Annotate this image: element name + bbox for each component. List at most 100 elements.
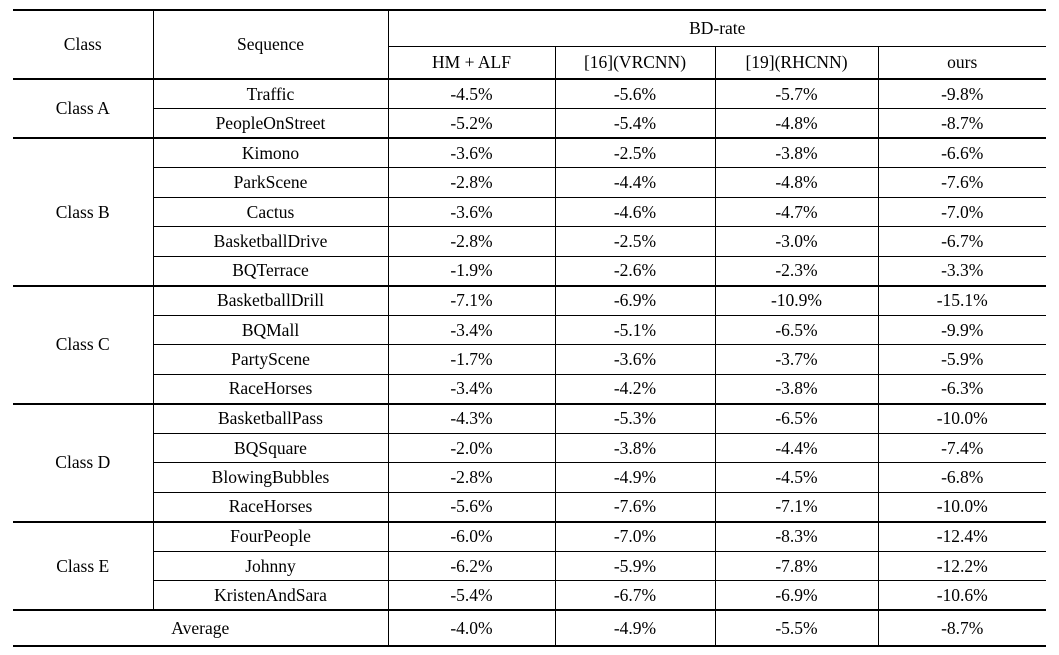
value-cell: -4.5% — [387, 78, 555, 109]
average-label: Average — [13, 609, 388, 647]
value-cell: -6.6% — [877, 137, 1046, 168]
value-cell: -7.1% — [387, 284, 555, 315]
value-cell: -3.6% — [387, 137, 555, 168]
table-row: RaceHorses -5.6% -7.6% -7.1% -10.0% — [13, 491, 1046, 522]
value-cell: -4.8% — [714, 167, 878, 197]
sequence-cell: FourPeople — [152, 520, 388, 551]
table-row: Class C BasketballDrill -7.1% -6.9% -10.… — [13, 284, 1046, 404]
value-cell: -7.0% — [877, 196, 1046, 227]
class-cell: Class A — [13, 78, 153, 138]
header-row-methods: HM + ALF [16](VRCNN) [19](RHCNN) ours — [13, 46, 1046, 80]
value-cell: -8.7% — [877, 108, 1046, 138]
average-value-cell: -8.7% — [877, 609, 1046, 647]
value-cell: -7.6% — [877, 167, 1046, 197]
value-cell: -4.4% — [554, 167, 715, 197]
value-cell: -5.2% — [387, 108, 555, 138]
table-row: Cactus -3.6% -4.6% -4.7% -7.0% — [13, 196, 1046, 227]
value-cell: -5.6% — [554, 78, 715, 109]
value-cell: -2.8% — [387, 167, 555, 197]
value-cell: -6.8% — [877, 462, 1046, 492]
value-cell: -12.4% — [877, 520, 1046, 551]
value-cell: -12.2% — [877, 550, 1046, 581]
table-row: KristenAndSara -5.4% -6.7% -6.9% -10.6% — [13, 580, 1046, 610]
value-cell: -4.4% — [714, 432, 878, 463]
sequence-cell: ParkScene — [152, 167, 388, 197]
sequence-cell: KristenAndSara — [152, 580, 388, 610]
value-cell: -6.3% — [877, 373, 1046, 404]
table-row: Class E FourPeople -6.0% -7.0% -8.3% -12… — [13, 520, 1046, 610]
sequence-cell: RaceHorses — [152, 491, 388, 522]
value-cell: -7.8% — [714, 550, 878, 581]
sequence-cell: BasketballDrive — [152, 226, 388, 256]
value-cell: -2.5% — [554, 137, 715, 168]
value-cell: -6.0% — [387, 520, 555, 551]
value-cell: -2.3% — [714, 255, 878, 286]
value-cell: -2.6% — [554, 255, 715, 286]
value-cell: -3.7% — [714, 344, 878, 374]
value-cell: -6.2% — [387, 550, 555, 581]
table-row: Class A Traffic -4.5% -5.6% -5.7% -9.8% — [13, 78, 1046, 138]
class-cell: Class C — [13, 284, 153, 404]
value-cell: -3.4% — [387, 373, 555, 404]
value-cell: -10.0% — [877, 491, 1046, 522]
class-cell: Class D — [13, 402, 153, 522]
value-cell: -4.2% — [554, 373, 715, 404]
value-cell: -15.1% — [877, 284, 1046, 315]
sequence-cell: BasketballPass — [152, 402, 388, 433]
table-row: Johnny -6.2% -5.9% -7.8% -12.2% — [13, 550, 1046, 581]
value-cell: -3.8% — [714, 137, 878, 168]
value-cell: -4.3% — [387, 402, 555, 433]
sequence-cell: Cactus — [152, 196, 388, 227]
class-cell: Class B — [13, 137, 153, 286]
value-cell: -4.8% — [714, 108, 878, 138]
bdrate-comparison-table: Class Sequence BD-rate HM + ALF [16](VRC… — [13, 9, 1046, 647]
header-method-hm-alf: HM + ALF — [387, 46, 555, 80]
value-cell: -3.8% — [714, 373, 878, 404]
average-value-cell: -4.0% — [387, 609, 555, 647]
average-row: Average -4.0% -4.9% -5.5% -8.7% — [13, 609, 1046, 647]
sequence-cell: RaceHorses — [152, 373, 388, 404]
header-sequence: Sequence — [152, 9, 388, 80]
value-cell: -9.9% — [877, 314, 1046, 345]
value-cell: -2.8% — [387, 462, 555, 492]
header-class: Class — [13, 9, 153, 80]
value-cell: -6.5% — [714, 314, 878, 345]
value-cell: -5.9% — [877, 344, 1046, 374]
header-bdrate: BD-rate — [387, 9, 1046, 47]
value-cell: -1.9% — [387, 255, 555, 286]
sequence-cell: BQMall — [152, 314, 388, 345]
value-cell: -9.8% — [877, 78, 1046, 109]
sequence-cell: BasketballDrill — [152, 284, 388, 315]
average-value-cell: -4.9% — [554, 609, 715, 647]
value-cell: -4.7% — [714, 196, 878, 227]
value-cell: -3.4% — [387, 314, 555, 345]
value-cell: -4.6% — [554, 196, 715, 227]
table-row: ParkScene -2.8% -4.4% -4.8% -7.6% — [13, 167, 1046, 197]
value-cell: -6.9% — [714, 580, 878, 610]
sequence-cell: BQTerrace — [152, 255, 388, 286]
header-method-vrcnn: [16](VRCNN) — [554, 46, 715, 80]
table-row: PartyScene -1.7% -3.6% -3.7% -5.9% — [13, 344, 1046, 374]
value-cell: -5.6% — [387, 491, 555, 522]
value-cell: -5.7% — [714, 78, 878, 109]
value-cell: -5.4% — [554, 108, 715, 138]
value-cell: -7.4% — [877, 432, 1046, 463]
table-row: PeopleOnStreet -5.2% -5.4% -4.8% -8.7% — [13, 108, 1046, 138]
sequence-cell: BQSquare — [152, 432, 388, 463]
table-row: BQTerrace -1.9% -2.6% -2.3% -3.3% — [13, 255, 1046, 286]
value-cell: -3.6% — [554, 344, 715, 374]
value-cell: -3.6% — [387, 196, 555, 227]
value-cell: -1.7% — [387, 344, 555, 374]
value-cell: -3.3% — [877, 255, 1046, 286]
average-value-cell: -5.5% — [714, 609, 878, 647]
sequence-cell: PeopleOnStreet — [152, 108, 388, 138]
table-row: BQSquare -2.0% -3.8% -4.4% -7.4% — [13, 432, 1046, 463]
value-cell: -5.1% — [554, 314, 715, 345]
sequence-cell: BlowingBubbles — [152, 462, 388, 492]
value-cell: -6.5% — [714, 402, 878, 433]
value-cell: -7.0% — [554, 520, 715, 551]
table-row: BlowingBubbles -2.8% -4.9% -4.5% -6.8% — [13, 462, 1046, 492]
table-row: Class B Kimono -3.6% -2.5% -3.8% -6.6% — [13, 137, 1046, 286]
sequence-cell: Kimono — [152, 137, 388, 168]
value-cell: -3.0% — [714, 226, 878, 256]
